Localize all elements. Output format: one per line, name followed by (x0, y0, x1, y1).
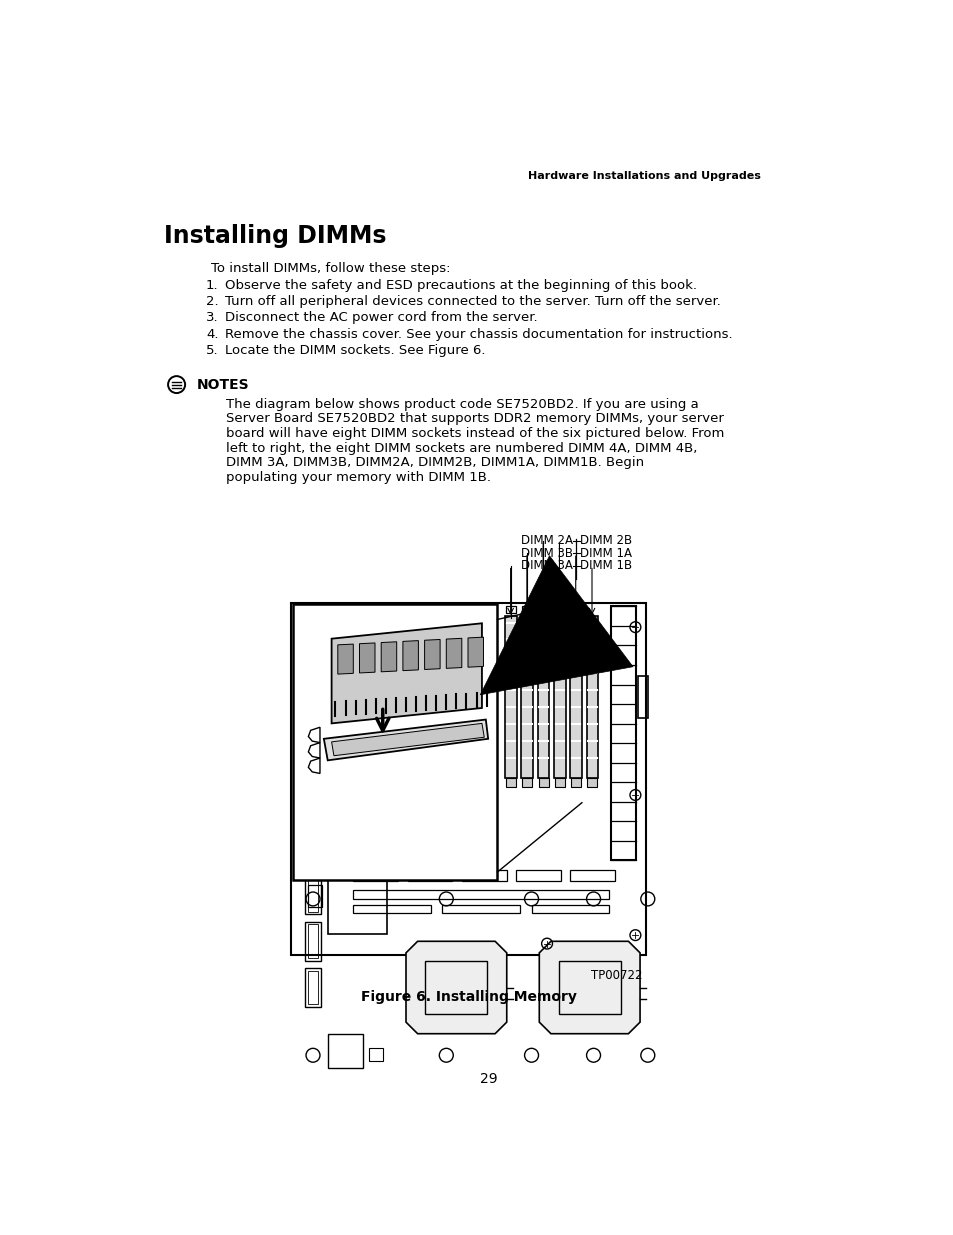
Bar (307, 924, 318, 958)
Bar (571, 778, 580, 787)
Text: board will have eight DIMM sockets instead of the six pictured below. From: board will have eight DIMM sockets inste… (226, 427, 724, 440)
Bar (293, 604, 497, 879)
Polygon shape (337, 645, 353, 674)
Text: To install DIMMs, follow these steps:: To install DIMMs, follow these steps: (211, 262, 450, 275)
Bar (407, 871, 452, 882)
Polygon shape (406, 941, 506, 1034)
Bar (587, 778, 597, 787)
Text: DIMM 2B: DIMM 2B (579, 535, 632, 547)
Bar (555, 778, 564, 787)
Polygon shape (359, 643, 375, 673)
Bar (537, 616, 549, 778)
Bar (505, 778, 516, 787)
Text: 1.: 1. (206, 279, 218, 293)
Bar (570, 871, 615, 882)
Text: 3.: 3. (206, 311, 218, 325)
Bar (328, 1034, 363, 1068)
Polygon shape (468, 637, 483, 667)
Text: Observe the safety and ESD precautions at the beginning of this book.: Observe the safety and ESD precautions a… (224, 279, 696, 293)
Bar (307, 878, 318, 911)
Text: Turn off all peripheral devices connected to the server. Turn off the server.: Turn off all peripheral devices connecte… (224, 295, 720, 309)
Bar (554, 616, 565, 778)
Bar (308, 820, 322, 842)
Text: DIMM 3A, DIMM3B, DIMM2A, DIMM2B, DIMM1A, DIMM1B. Begin: DIMM 3A, DIMM3B, DIMM2A, DIMM2B, DIMM1A,… (226, 456, 643, 469)
Bar (461, 871, 506, 882)
Bar (586, 616, 598, 778)
Polygon shape (323, 720, 488, 761)
Text: DIMM 1B: DIMM 1B (579, 559, 632, 572)
Bar (425, 961, 487, 1014)
Text: DIMM 1A: DIMM 1A (579, 547, 632, 559)
Bar (537, 778, 548, 787)
Bar (353, 871, 397, 882)
Bar (353, 889, 608, 899)
Bar (307, 971, 318, 1004)
Bar (558, 961, 620, 1014)
Bar (308, 852, 322, 874)
Text: The diagram below shows product code SE7520BD2. If you are using a: The diagram below shows product code SE7… (226, 398, 699, 411)
Bar (537, 605, 548, 613)
Polygon shape (332, 724, 484, 756)
Text: 29: 29 (479, 1072, 497, 1086)
Bar (516, 871, 560, 882)
Bar (353, 905, 431, 913)
Bar (521, 616, 533, 778)
Bar (531, 905, 608, 913)
Text: Figure 6. Installing Memory: Figure 6. Installing Memory (360, 989, 577, 1004)
Bar (308, 885, 322, 906)
Polygon shape (332, 624, 481, 724)
Text: 2.: 2. (206, 295, 218, 309)
Text: Server Board SE7520BD2 that supports DDR2 memory DIMMs, your server: Server Board SE7520BD2 that supports DDR… (226, 412, 723, 425)
Text: Hardware Installations and Upgrades: Hardware Installations and Upgrades (528, 170, 760, 180)
Polygon shape (381, 642, 396, 672)
Bar (305, 876, 320, 914)
Bar (570, 616, 581, 778)
Text: 4.: 4. (206, 327, 218, 341)
Text: Installing DIMMs: Installing DIMMs (164, 224, 386, 248)
Text: DIMM 2A: DIMM 2A (520, 535, 572, 547)
Polygon shape (424, 640, 439, 669)
Bar (610, 606, 636, 861)
Text: 5.: 5. (206, 343, 218, 357)
Bar (305, 923, 320, 961)
Polygon shape (538, 941, 639, 1034)
Bar (521, 778, 532, 787)
Text: left to right, the eight DIMM sockets are numbered DIMM 4A, DIMM 4B,: left to right, the eight DIMM sockets ar… (226, 442, 697, 454)
Text: Remove the chassis cover. See your chassis documentation for instructions.: Remove the chassis cover. See your chass… (224, 327, 732, 341)
Bar (442, 905, 519, 913)
Bar (637, 676, 647, 718)
Bar (305, 968, 320, 1007)
Bar (291, 603, 645, 955)
Text: DIMM 3B: DIMM 3B (520, 547, 572, 559)
Bar (328, 876, 386, 934)
Text: DIMM 3A: DIMM 3A (520, 559, 572, 572)
Text: Disconnect the AC power cord from the server.: Disconnect the AC power cord from the se… (224, 311, 537, 325)
Bar (369, 1047, 382, 1061)
Bar (505, 616, 517, 778)
Bar (521, 605, 532, 613)
Polygon shape (402, 641, 418, 671)
Bar (505, 605, 516, 613)
Bar (555, 605, 564, 613)
Text: populating your memory with DIMM 1B.: populating your memory with DIMM 1B. (226, 471, 491, 484)
Text: TP00722: TP00722 (590, 969, 641, 982)
Text: Locate the DIMM sockets. See Figure 6.: Locate the DIMM sockets. See Figure 6. (224, 343, 485, 357)
Text: NOTES: NOTES (196, 378, 249, 391)
Polygon shape (446, 638, 461, 668)
